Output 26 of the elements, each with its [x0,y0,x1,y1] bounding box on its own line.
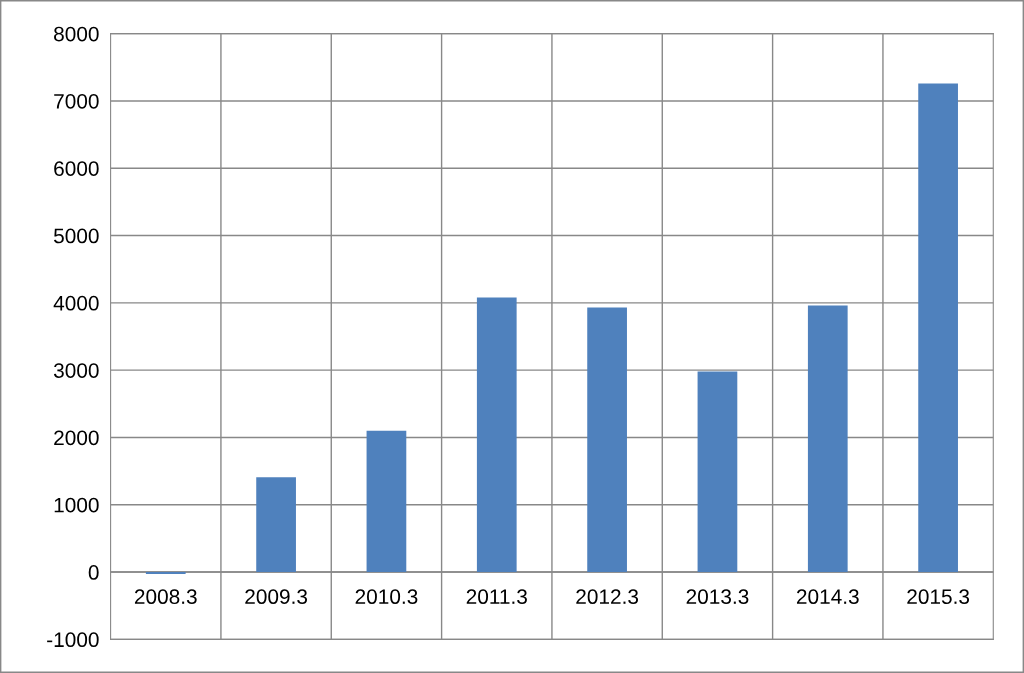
x-tick-label: 2010.3 [355,589,418,605]
x-tick-label: 2014.3 [796,589,859,605]
bar [145,572,186,575]
x-tick-label: 2008.3 [134,589,197,605]
y-tick-label: 0 [88,565,99,580]
x-tick-label: 2009.3 [245,589,308,605]
y-tick-label: 1000 [54,497,99,513]
y-tick-label: 2000 [54,430,99,446]
bar [476,297,517,573]
x-tick-label: 2011.3 [466,589,527,605]
y-tick-label: 6000 [54,161,99,176]
bar [587,307,627,573]
y-tick-label: -1000 [47,632,99,648]
x-tick-label: 2013.3 [686,589,749,605]
bar [697,371,738,573]
bar [807,305,848,573]
x-tick-label: 2012.3 [576,589,639,605]
bar [918,83,958,573]
y-tick-label: 8000 [54,26,99,42]
bar [256,477,296,573]
y-tick-label: 7000 [54,93,99,109]
x-tick-label: 2015.3 [907,589,970,605]
y-tick-label: 3000 [53,363,99,378]
y-tick-label: 4000 [53,295,99,311]
y-tick-label: 5000 [53,228,99,244]
bar [366,430,407,573]
